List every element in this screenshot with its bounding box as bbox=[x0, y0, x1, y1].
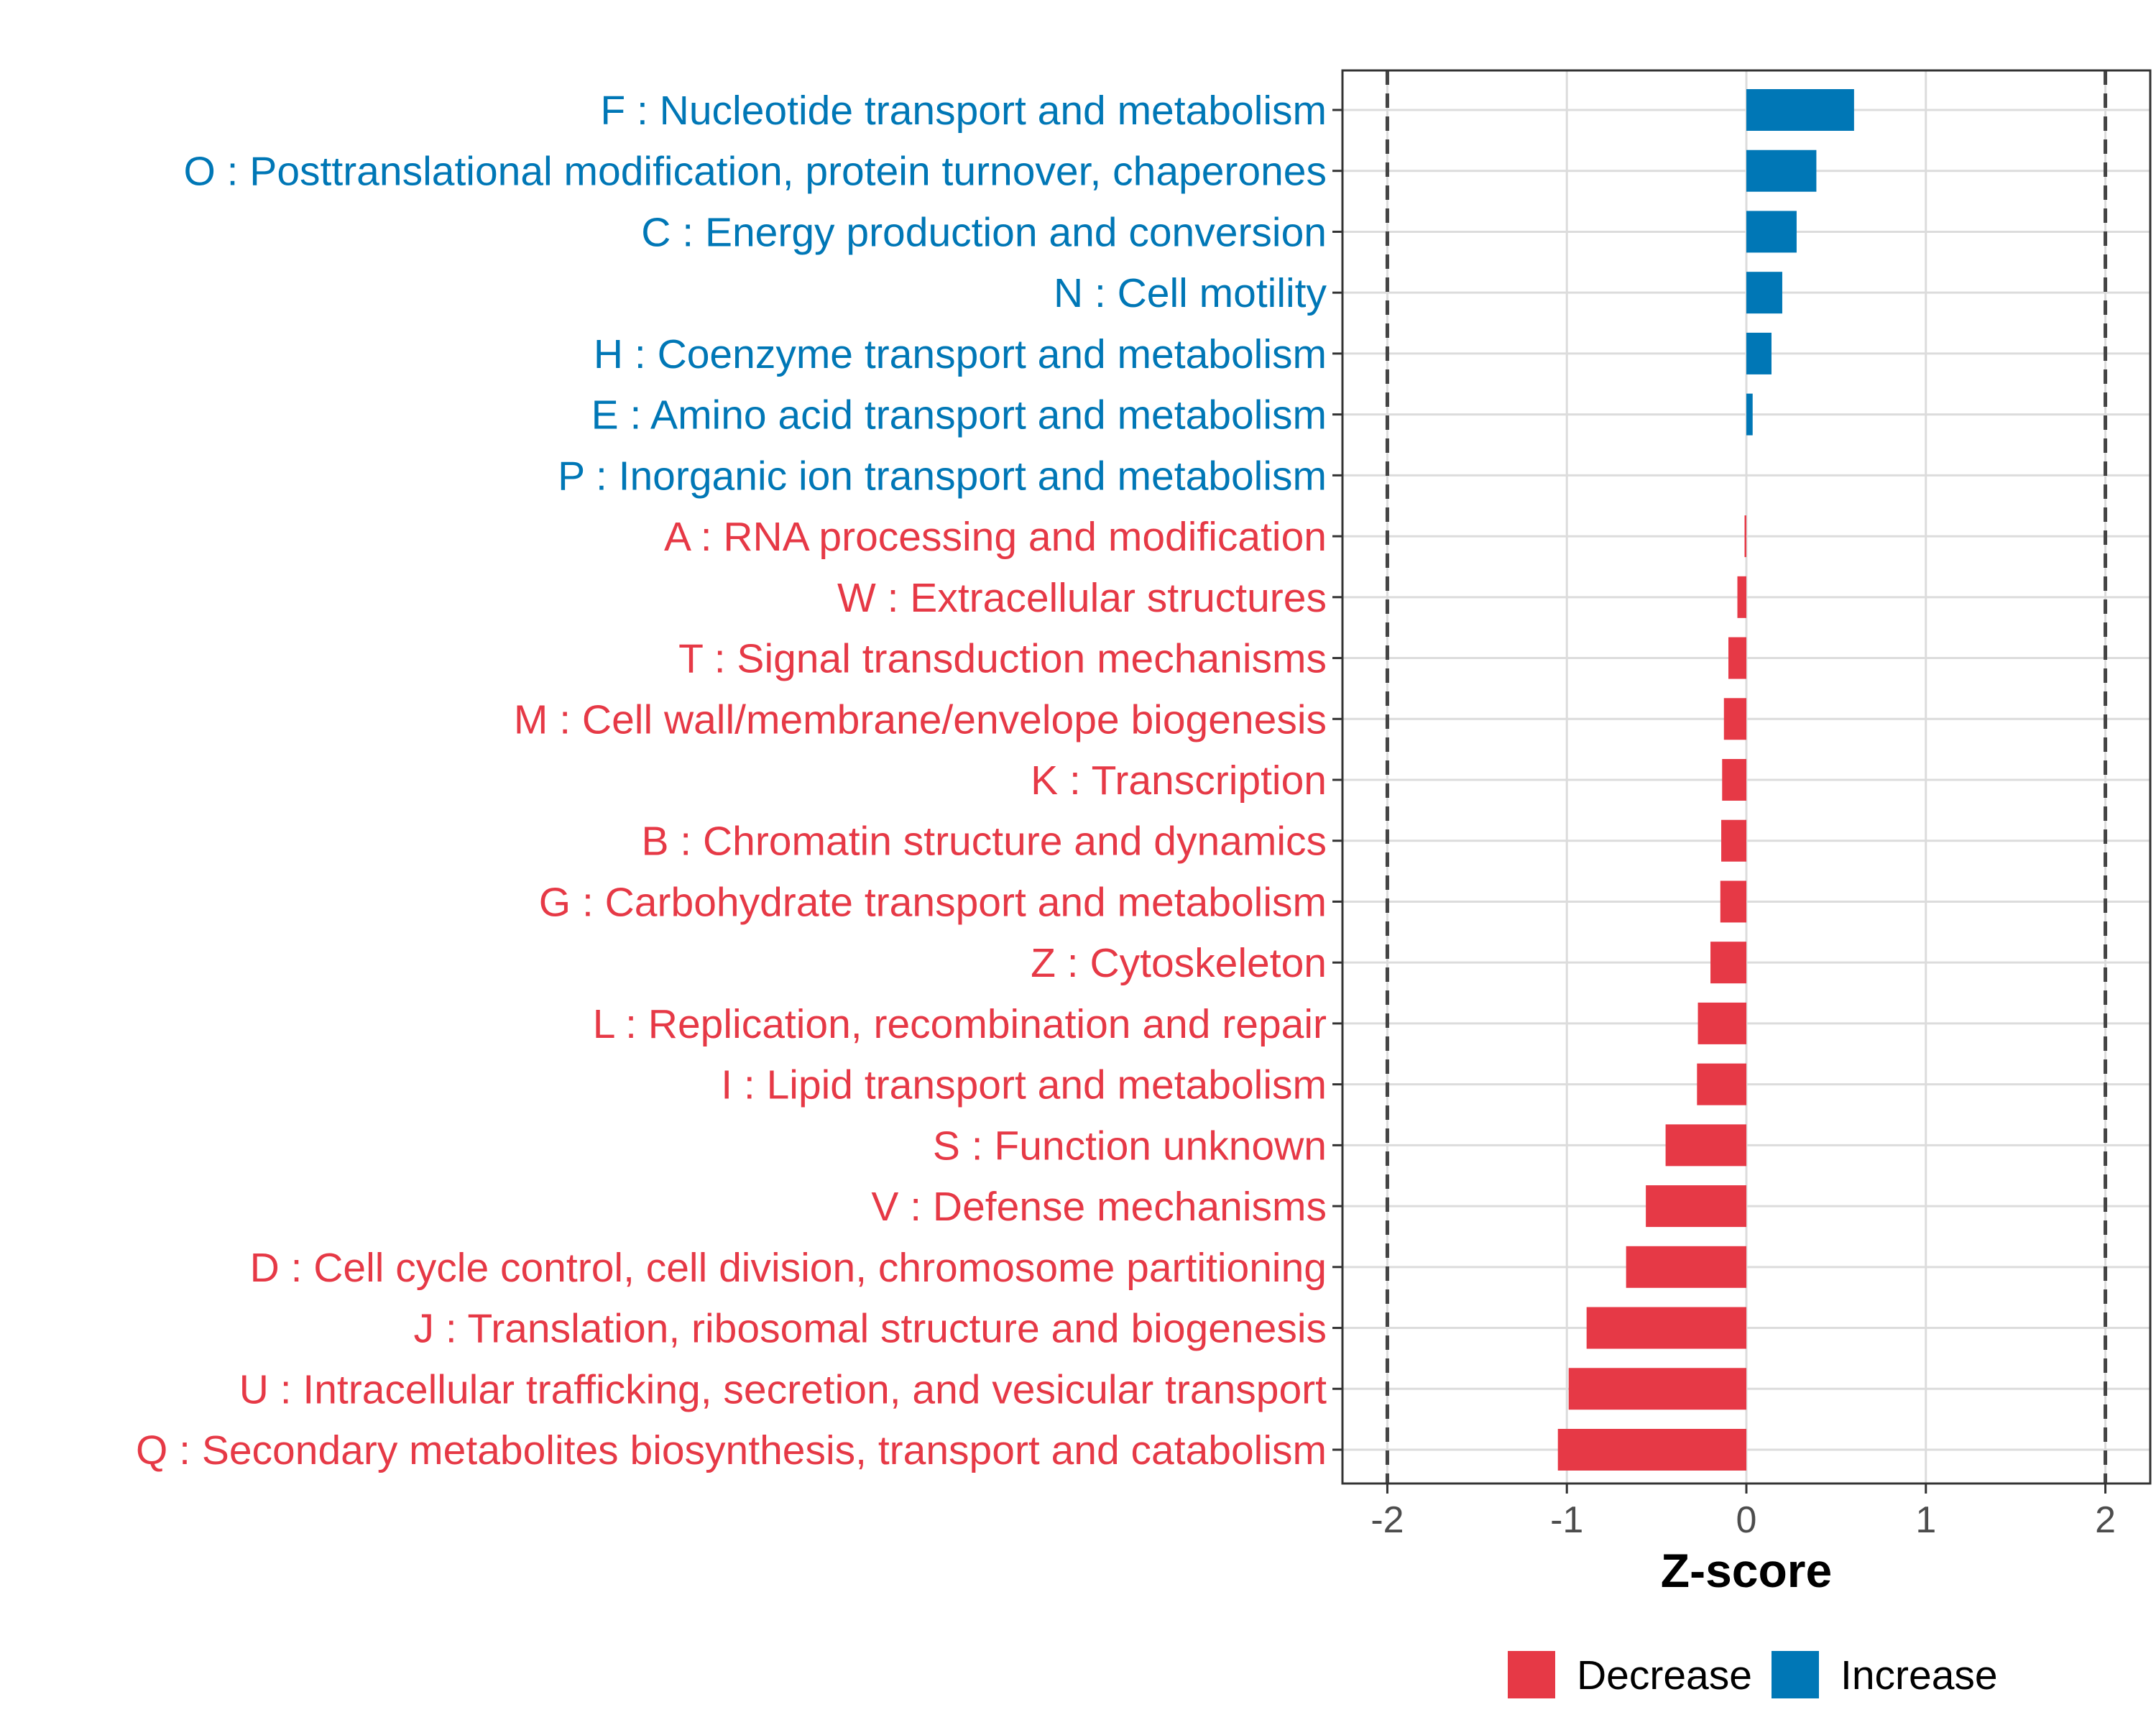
y-axis-ticks bbox=[1332, 109, 1342, 1451]
x-axis-title: Z-score bbox=[1661, 1544, 1832, 1597]
x-tick-label: 1 bbox=[1915, 1499, 1936, 1541]
category-label: A : RNA processing and modification bbox=[664, 514, 1327, 560]
category-label: O : Posttranslational modification, prot… bbox=[183, 149, 1327, 195]
category-label: D : Cell cycle control, cell division, c… bbox=[250, 1245, 1327, 1291]
bar-c bbox=[1746, 211, 1797, 253]
legend-swatch-decrease bbox=[1508, 1651, 1555, 1698]
category-label: P : Inorganic ion transport and metaboli… bbox=[558, 453, 1327, 499]
bar-f bbox=[1746, 89, 1854, 131]
category-label: Z : Cytoskeleton bbox=[1031, 940, 1327, 986]
bar-l bbox=[1697, 1002, 1746, 1044]
threshold-lines bbox=[1385, 70, 2108, 1484]
x-tick-label: 0 bbox=[1736, 1499, 1757, 1541]
bar-e bbox=[1746, 393, 1753, 436]
category-label: Q : Secondary metabolites biosynthesis, … bbox=[136, 1427, 1327, 1473]
bar-t bbox=[1728, 637, 1746, 679]
category-labels: F : Nucleotide transport and metabolism O… bbox=[136, 88, 1327, 1473]
category-label: U : Intracellular trafficking, secretion… bbox=[239, 1366, 1327, 1412]
bar-d bbox=[1626, 1246, 1746, 1288]
bar-j bbox=[1586, 1307, 1746, 1349]
category-label: K : Transcription bbox=[1031, 758, 1327, 804]
legend-label-increase: Increase bbox=[1841, 1652, 1998, 1698]
x-axis: -2 -1 0 1 2 bbox=[1370, 1484, 2116, 1541]
bars bbox=[1557, 89, 1854, 1471]
x-tick-label: 2 bbox=[2095, 1499, 2116, 1541]
category-label: I : Lipid transport and metabolism bbox=[721, 1062, 1327, 1108]
category-label: E : Amino acid transport and metabolism bbox=[591, 392, 1327, 438]
bar-k bbox=[1722, 759, 1746, 801]
bar-a bbox=[1744, 515, 1746, 558]
bar-z bbox=[1710, 942, 1746, 984]
category-label: J : Translation, ribosomal structure and… bbox=[414, 1306, 1327, 1352]
bar-s bbox=[1665, 1124, 1746, 1167]
bar-v bbox=[1646, 1185, 1746, 1228]
legend-label-decrease: Decrease bbox=[1577, 1652, 1752, 1698]
category-label: H : Coenzyme transport and metabolism bbox=[594, 331, 1327, 377]
category-label: F : Nucleotide transport and metabolism bbox=[600, 88, 1327, 134]
legend-swatch-increase bbox=[1772, 1651, 1819, 1698]
category-label: S : Function unknown bbox=[933, 1123, 1327, 1169]
category-label: L : Replication, recombination and repai… bbox=[593, 1001, 1327, 1047]
category-label: C : Energy production and conversion bbox=[641, 209, 1327, 255]
category-label: W : Extracellular structures bbox=[837, 575, 1327, 621]
category-label: V : Defense mechanisms bbox=[871, 1184, 1327, 1230]
bar-n bbox=[1746, 272, 1782, 314]
bar-g bbox=[1720, 880, 1746, 923]
bar-w bbox=[1737, 576, 1746, 618]
category-label: T : Signal transduction mechanisms bbox=[678, 636, 1327, 682]
category-label: M : Cell wall/membrane/envelope biogenes… bbox=[514, 696, 1327, 742]
bar-b bbox=[1721, 819, 1746, 862]
legend: Decrease Increase bbox=[1508, 1651, 1998, 1698]
category-label: N : Cell motility bbox=[1054, 270, 1327, 316]
category-label: G : Carbohydrate transport and metabolis… bbox=[539, 879, 1327, 925]
x-tick-label: -1 bbox=[1550, 1499, 1583, 1541]
bar-q bbox=[1557, 1429, 1746, 1471]
category-label: B : Chromatin structure and dynamics bbox=[641, 819, 1327, 865]
bar-i bbox=[1697, 1063, 1746, 1105]
bar-h bbox=[1746, 332, 1772, 374]
bar-o bbox=[1746, 150, 1817, 192]
bar-u bbox=[1568, 1368, 1746, 1410]
bar-m bbox=[1723, 698, 1746, 740]
x-tick-label: -2 bbox=[1370, 1499, 1404, 1541]
